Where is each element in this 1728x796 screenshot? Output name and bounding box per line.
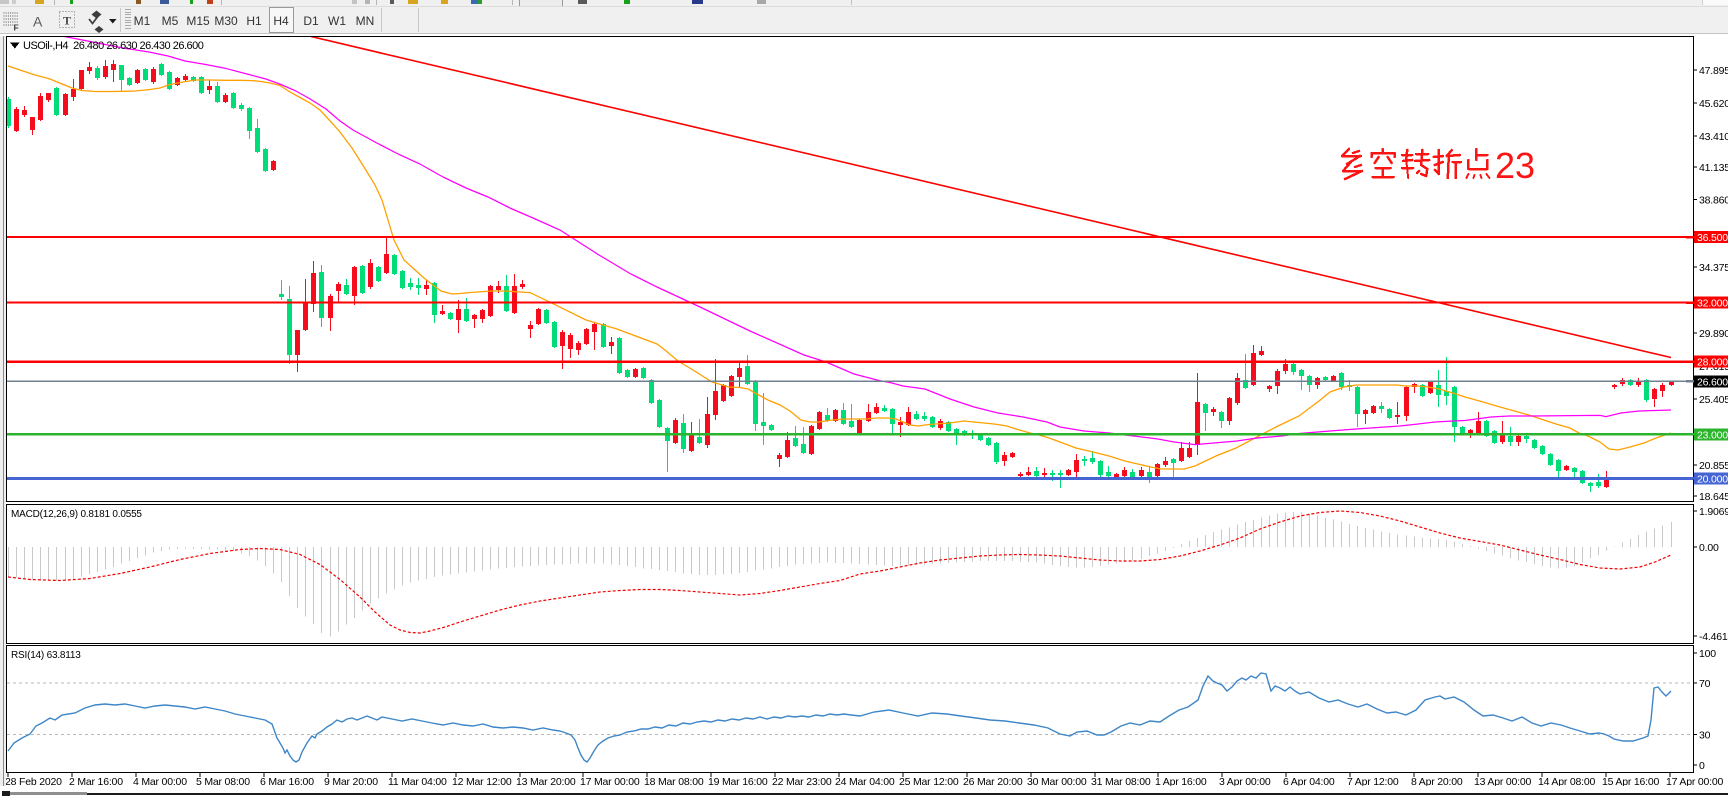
svg-text:9 Mar 20:00: 9 Mar 20:00 (324, 776, 378, 788)
svg-text:18 Mar 08:00: 18 Mar 08:00 (644, 776, 704, 788)
svg-text:1 Apr 16:00: 1 Apr 16:00 (1155, 776, 1207, 788)
svg-text:T: T (63, 14, 71, 28)
svg-text:3 Apr 00:00: 3 Apr 00:00 (1219, 776, 1271, 788)
svg-text:11 Mar 04:00: 11 Mar 04:00 (388, 776, 447, 788)
svg-text:F: F (14, 23, 19, 33)
svg-text:43.410: 43.410 (1699, 131, 1728, 143)
svg-text:14 Apr 08:00: 14 Apr 08:00 (1538, 776, 1596, 788)
svg-text:18.645: 18.645 (1699, 491, 1728, 503)
svg-text:24 Mar 04:00: 24 Mar 04:00 (835, 776, 895, 788)
svg-text:13 Mar 20:00: 13 Mar 20:00 (516, 776, 576, 788)
svg-text:22 Mar 23:00: 22 Mar 23:00 (772, 776, 832, 788)
svg-text:19 Mar 16:00: 19 Mar 16:00 (708, 776, 768, 788)
svg-text:17 Apr 00:00: 17 Apr 00:00 (1666, 776, 1724, 788)
svg-text:26 Mar 20:00: 26 Mar 20:00 (963, 776, 1023, 788)
svg-text:USOil-,H4 26.480 26.630 26.43: USOil-,H4 26.480 26.630 26.430 26.600 (23, 40, 204, 52)
svg-text:28 Feb 2020: 28 Feb 2020 (5, 776, 62, 788)
svg-text:36.500: 36.500 (1697, 232, 1728, 244)
svg-text:13 Apr 00:00: 13 Apr 00:00 (1474, 776, 1532, 788)
svg-text:25 Mar 12:00: 25 Mar 12:00 (899, 776, 959, 788)
svg-text:45.620: 45.620 (1699, 98, 1728, 110)
svg-text:32.000: 32.000 (1697, 298, 1728, 310)
svg-text:A: A (33, 14, 43, 30)
svg-text:15 Apr 16:00: 15 Apr 16:00 (1602, 776, 1660, 788)
svg-text:30: 30 (1699, 730, 1711, 742)
svg-text:28.000: 28.000 (1697, 357, 1728, 369)
svg-text:2 Mar 16:00: 2 Mar 16:00 (69, 776, 123, 788)
svg-text:30 Mar 00:00: 30 Mar 00:00 (1027, 776, 1087, 788)
svg-text:23.000: 23.000 (1697, 429, 1728, 441)
svg-text:12 Mar 12:00: 12 Mar 12:00 (452, 776, 512, 788)
svg-text:38.860: 38.860 (1699, 195, 1728, 207)
svg-text:-4.4614: -4.4614 (1699, 631, 1728, 643)
svg-text:31 Mar 08:00: 31 Mar 08:00 (1091, 776, 1151, 788)
svg-text:MACD(12,26,9) 0.8181 0.0555: MACD(12,26,9) 0.8181 0.0555 (11, 509, 142, 520)
svg-text:0.00: 0.00 (1699, 542, 1719, 554)
svg-text:8 Apr 20:00: 8 Apr 20:00 (1411, 776, 1463, 788)
svg-text:20.855: 20.855 (1699, 460, 1728, 472)
svg-text:47.895: 47.895 (1699, 65, 1728, 77)
svg-text:17 Mar 00:00: 17 Mar 00:00 (580, 776, 640, 788)
svg-text:7 Apr 12:00: 7 Apr 12:00 (1347, 776, 1399, 788)
svg-text:0: 0 (1699, 760, 1705, 772)
svg-text:41.135: 41.135 (1699, 162, 1728, 174)
svg-text:29.890: 29.890 (1699, 328, 1728, 340)
svg-text:25.405: 25.405 (1699, 394, 1728, 406)
svg-text:5 Mar 08:00: 5 Mar 08:00 (196, 776, 250, 788)
svg-text:RSI(14) 63.8113: RSI(14) 63.8113 (11, 650, 81, 661)
svg-text:70: 70 (1699, 678, 1711, 690)
svg-text:34.375: 34.375 (1699, 262, 1728, 274)
svg-text:1.9069: 1.9069 (1699, 506, 1728, 518)
svg-text:100: 100 (1699, 648, 1716, 660)
svg-text:6 Apr 04:00: 6 Apr 04:00 (1283, 776, 1335, 788)
svg-text:6 Mar 16:00: 6 Mar 16:00 (260, 776, 314, 788)
svg-text:4 Mar 00:00: 4 Mar 00:00 (133, 776, 187, 788)
svg-text:23: 23 (1495, 145, 1535, 186)
svg-text:26.600: 26.600 (1697, 376, 1728, 388)
svg-text:20.000: 20.000 (1697, 473, 1728, 485)
